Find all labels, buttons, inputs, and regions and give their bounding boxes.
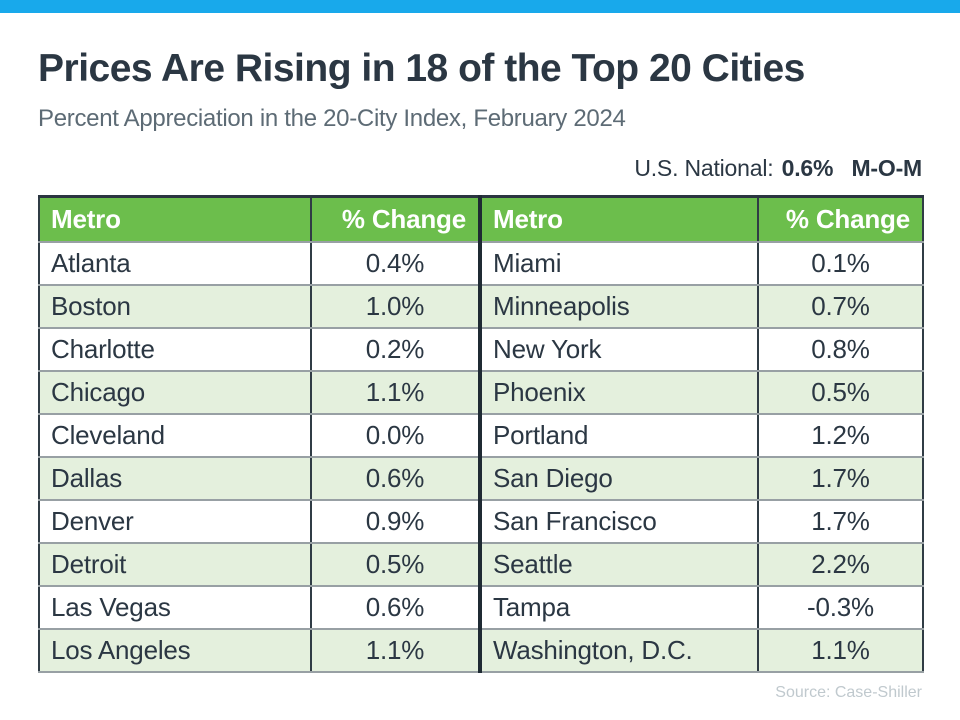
table-row: Las Vegas 0.6% Tampa -0.3% — [38, 585, 924, 631]
percent-change-cell: 1.7% — [757, 456, 924, 502]
percent-change-cell: 0.5% — [310, 542, 481, 588]
percent-change-cell: 0.6% — [310, 456, 481, 502]
table-header-row: Metro % Change Metro % Change — [38, 194, 924, 244]
metro-table-body: Atlanta 0.4% Miami 0.1% Boston 1.0% Minneapoli… — [38, 241, 924, 674]
content-area: Prices Are Rising in 18 of the Top 20 Ci… — [0, 47, 960, 702]
percent-change-cell: 1.2% — [757, 413, 924, 459]
metro-name-cell: Phoenix — [478, 370, 759, 416]
metro-name-cell: Dallas — [38, 456, 312, 502]
table-row: Chicago 1.1% Phoenix 0.5% — [38, 370, 924, 416]
percent-change-cell: 0.0% — [310, 413, 481, 459]
metro-name-cell: Los Angeles — [38, 628, 312, 674]
percent-change-cell: 0.2% — [310, 327, 481, 373]
metro-name-cell: Minneapolis — [478, 284, 759, 330]
metro-name-cell: San Francisco — [478, 499, 759, 545]
percent-change-cell: 0.4% — [310, 241, 481, 287]
percent-change-cell: 1.7% — [757, 499, 924, 545]
national-value: 0.6% — [781, 154, 834, 181]
percent-change-cell: 0.8% — [757, 327, 924, 373]
metro-name-cell: Tampa — [478, 585, 759, 631]
percent-change-cell: 0.9% — [310, 499, 481, 545]
header-metro-left: Metro — [38, 194, 312, 244]
percent-change-cell: 0.6% — [310, 585, 481, 631]
national-summary: U.S. National: 0.6% M-O-M — [38, 155, 922, 182]
table-row: Denver 0.9% San Francisco 1.7% — [38, 499, 924, 545]
table-row: Detroit 0.5% Seattle 2.2% — [38, 542, 924, 588]
percent-change-cell: 2.2% — [757, 542, 924, 588]
metro-name-cell: New York — [478, 327, 759, 373]
percent-change-cell: 1.1% — [310, 370, 481, 416]
metro-name-cell: Denver — [38, 499, 312, 545]
table-row: Boston 1.0% Minneapolis 0.7% — [38, 284, 924, 330]
national-suffix: M-O-M — [851, 154, 922, 181]
percent-change-cell: 0.1% — [757, 241, 924, 287]
metro-name-cell: San Diego — [478, 456, 759, 502]
table-row: Atlanta 0.4% Miami 0.1% — [38, 241, 924, 287]
metro-name-cell: Washington, D.C. — [478, 628, 759, 674]
metro-name-cell: Cleveland — [38, 413, 312, 459]
metro-name-cell: Detroit — [38, 542, 312, 588]
metro-name-cell: Miami — [478, 241, 759, 287]
metro-name-cell: Chicago — [38, 370, 312, 416]
percent-change-cell: 1.1% — [310, 628, 481, 674]
header-change-left: % Change — [310, 194, 481, 244]
metro-name-cell: Atlanta — [38, 241, 312, 287]
metro-appreciation-table: Metro % Change Metro % Change Atlanta 0.4… — [38, 194, 924, 674]
table-header: Metro % Change Metro % Change — [38, 194, 924, 244]
table-row: Cleveland 0.0% Portland 1.2% — [38, 413, 924, 459]
metro-name-cell: Seattle — [478, 542, 759, 588]
top-accent-bar — [0, 0, 960, 13]
percent-change-cell: 0.7% — [757, 284, 924, 330]
percent-change-cell: 1.1% — [757, 628, 924, 674]
metro-name-cell: Las Vegas — [38, 585, 312, 631]
metro-name-cell: Portland — [478, 413, 759, 459]
table-row: Dallas 0.6% San Diego 1.7% — [38, 456, 924, 502]
table-row: Los Angeles 1.1% Washington, D.C. 1.1% — [38, 628, 924, 674]
percent-change-cell: 0.5% — [757, 370, 924, 416]
percent-change-cell: 1.0% — [310, 284, 481, 330]
source-attribution: Source: Case-Shiller — [775, 684, 922, 702]
header-change-right: % Change — [757, 194, 924, 244]
table-row: Charlotte 0.2% New York 0.8% — [38, 327, 924, 373]
page-subtitle: Percent Appreciation in the 20-City Inde… — [38, 104, 626, 132]
national-label: U.S. National: — [634, 154, 774, 181]
header-metro-right: Metro — [478, 194, 759, 244]
page-title: Prices Are Rising in 18 of the Top 20 Ci… — [38, 47, 805, 90]
metro-name-cell: Boston — [38, 284, 312, 330]
metro-name-cell: Charlotte — [38, 327, 312, 373]
percent-change-cell: -0.3% — [757, 585, 924, 631]
